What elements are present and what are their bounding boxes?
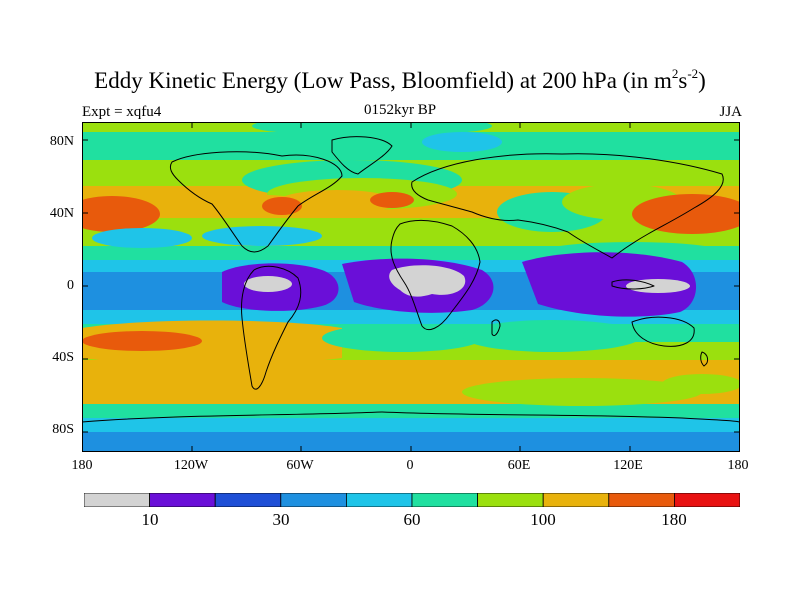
eke-map — [82, 122, 740, 452]
season-label: JJA — [719, 104, 742, 120]
colorbar-swatch — [149, 493, 216, 507]
colorbar-swatch — [411, 493, 478, 507]
colorbar-swatch — [84, 493, 150, 507]
x-tick-label: 120E — [613, 458, 643, 473]
colorbar-swatch — [280, 493, 347, 507]
chart-title: Eddy Kinetic Energy (Low Pass, Bloomfiel… — [94, 66, 706, 93]
colorbar-label: 60 — [403, 510, 421, 529]
eke-field — [82, 122, 740, 452]
x-tick-label: 0 — [406, 458, 414, 473]
colorbar-swatch — [608, 493, 675, 507]
colorbar-swatch — [214, 493, 282, 507]
axis-ticks — [82, 122, 740, 452]
x-tick-label: 60W — [286, 458, 314, 473]
x-tick-label: 180 — [71, 458, 93, 473]
colorbar-swatch — [674, 493, 740, 507]
x-tick-label: 60E — [507, 458, 531, 473]
colorbar-swatch — [345, 493, 413, 507]
chart-subtitle: 0152kyr BP — [363, 102, 437, 118]
colorbar-label: 180 — [661, 510, 687, 529]
colorbar-swatch — [542, 493, 610, 507]
y-tick-label: 80N — [49, 134, 74, 149]
colorbar-label: 100 — [530, 510, 556, 529]
colorbar — [84, 493, 740, 507]
y-tick-label: 40S — [52, 350, 74, 365]
colorbar-label: 30 — [272, 510, 290, 529]
x-tick-label: 180 — [727, 458, 749, 473]
y-tick-label: 80S — [52, 422, 74, 437]
experiment-label: Expt = xqfu4 — [82, 104, 162, 120]
x-tick-label: 120W — [173, 458, 209, 473]
colorbar-label: 10 — [141, 510, 159, 529]
y-tick-label: 40N — [49, 206, 74, 221]
y-tick-label: 0 — [67, 278, 74, 293]
coastlines — [82, 136, 740, 423]
colorbar-swatch — [477, 493, 544, 507]
